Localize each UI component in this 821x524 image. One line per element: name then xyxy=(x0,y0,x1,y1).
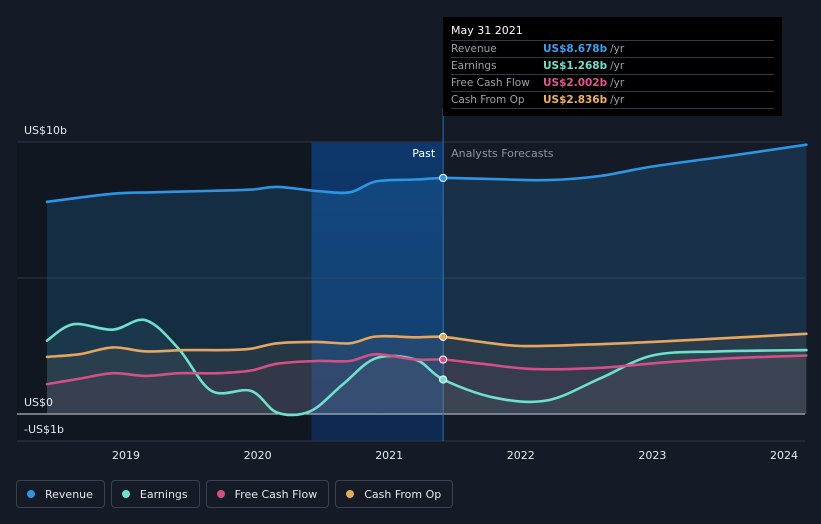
tooltip-label: Free Cash Flow xyxy=(451,77,530,89)
legend-item-earnings[interactable]: Earnings xyxy=(110,480,200,508)
legend-label: Earnings xyxy=(139,487,188,501)
tooltip-unit: /yr xyxy=(610,60,625,72)
tooltip-value: US$2.002b xyxy=(543,77,608,89)
x-tick-label: 2020 xyxy=(244,449,272,462)
marker-revenue xyxy=(439,173,448,183)
tooltip: May 31 2021 Revenue US$8.678b /yr Earnin… xyxy=(443,17,782,116)
area-revenue xyxy=(47,144,807,414)
tooltip-label: Cash From Op xyxy=(451,94,525,106)
marker-free_cash_flow xyxy=(439,355,448,364)
tooltip-unit: /yr xyxy=(610,43,625,55)
marker-earnings xyxy=(439,375,448,384)
past-label: Past xyxy=(412,147,436,160)
legend-label: Revenue xyxy=(45,487,93,501)
tooltip-unit: /yr xyxy=(610,77,625,89)
legend-dot-icon xyxy=(216,490,225,498)
legend-item-free-cash-flow[interactable]: Free Cash Flow xyxy=(205,480,330,508)
tooltip-row-revenue: Revenue US$8.678b /yr xyxy=(451,40,774,57)
line-cash_from_op xyxy=(45,332,808,359)
x-tick-label: 2024 xyxy=(770,449,798,462)
tooltip-row-cash-from-op: Cash From Op US$2.836b /yr xyxy=(451,91,774,109)
legend-item-revenue[interactable]: Revenue xyxy=(16,480,105,508)
line-free_cash_flow xyxy=(45,352,808,386)
legend-dot-icon xyxy=(121,490,130,498)
marker-cash_from_op xyxy=(439,332,448,341)
legend-dot-icon xyxy=(27,490,35,498)
line-revenue xyxy=(45,143,808,204)
tooltip-value: US$8.678b xyxy=(543,43,608,55)
legend-label: Cash From Op xyxy=(364,487,442,501)
tooltip-unit: /yr xyxy=(610,94,625,106)
tooltip-row-free-cash-flow: Free Cash Flow US$2.002b /yr xyxy=(451,74,774,91)
tooltip-date: May 31 2021 xyxy=(451,24,523,37)
legend: Revenue Earnings Free Cash Flow Cash Fro… xyxy=(16,480,454,508)
x-tick-label: 2021 xyxy=(375,449,403,462)
y-axis-label: US$0 xyxy=(24,396,53,409)
y-axis-label: -US$1b xyxy=(24,423,64,436)
x-tick-label: 2022 xyxy=(507,449,535,462)
tooltip-label: Earnings xyxy=(451,60,497,72)
tooltip-row-earnings: Earnings US$1.268b /yr xyxy=(451,57,774,74)
tooltip-label: Revenue xyxy=(451,43,497,55)
forecast-label: Analysts Forecasts xyxy=(451,147,554,160)
x-tick-label: 2023 xyxy=(638,449,666,462)
tooltip-value: US$2.836b xyxy=(543,94,608,106)
legend-label: Free Cash Flow xyxy=(234,487,318,501)
legend-item-cash-from-op[interactable]: Cash From Op xyxy=(335,480,454,508)
area-cash_from_op xyxy=(47,333,807,414)
x-tick-label: 2019 xyxy=(112,449,140,462)
tooltip-value: US$1.268b xyxy=(543,60,608,72)
line-earnings xyxy=(45,318,808,417)
y-axis-label: US$10b xyxy=(24,124,67,137)
legend-dot-icon xyxy=(346,490,355,498)
